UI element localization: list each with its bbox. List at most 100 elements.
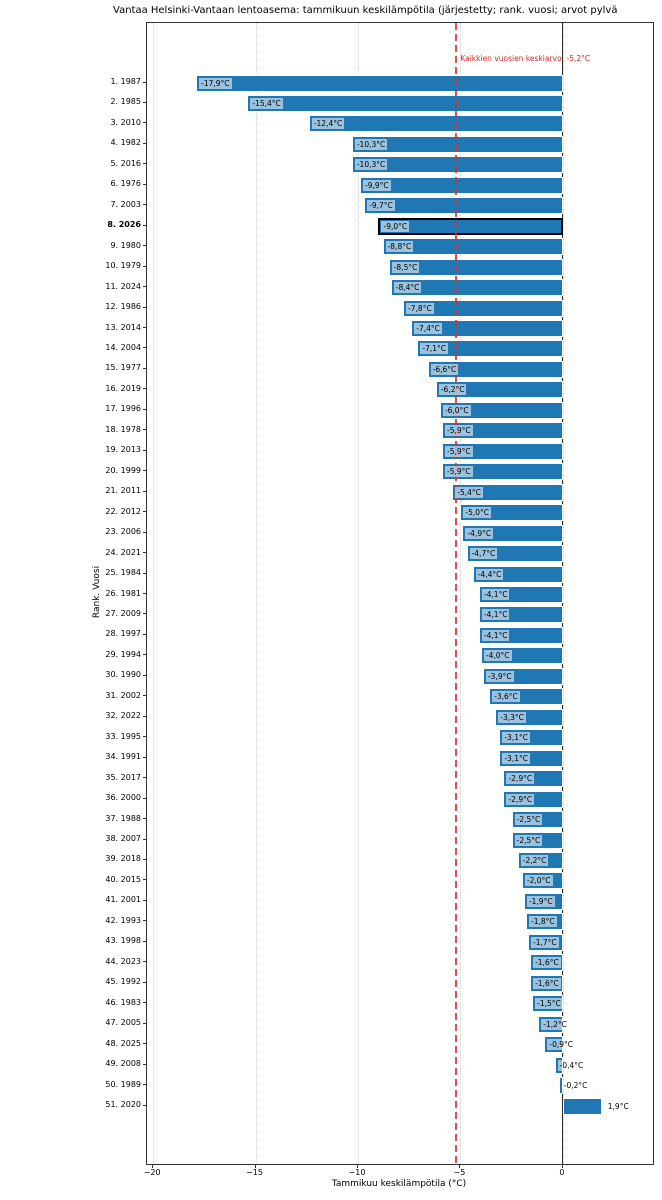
bar-value-label: -3,1°C [502, 752, 530, 764]
xtick-label-−15: −15 [246, 1168, 264, 1177]
bar-rank-17 [439, 401, 563, 419]
gridline [255, 23, 257, 1164]
ytick-label-44: 44. 2023 [105, 956, 141, 966]
ytick-mark [142, 899, 146, 901]
ytick-mark [142, 818, 146, 820]
gridline [460, 23, 462, 1164]
bar-rank-5 [351, 156, 563, 174]
bar-value-label: -4,0°C [483, 650, 512, 662]
bar-value-label: -2,0°C [524, 875, 553, 887]
bar-rank-4 [351, 135, 563, 153]
ytick-label-50: 50. 1989 [105, 1079, 141, 1089]
ytick-label-31: 31. 2002 [105, 690, 141, 700]
ytick-label-30: 30. 1990 [105, 670, 141, 680]
ytick-mark [142, 1084, 146, 1086]
ytick-label-49: 49. 2008 [105, 1059, 141, 1069]
ytick-mark [142, 920, 146, 922]
ytick-label-9: 9. 1980 [110, 240, 141, 250]
bar-value-label: -17,9°C [199, 77, 232, 89]
ytick-label-22: 22. 2012 [105, 506, 141, 516]
bar-value-label: -6,0°C [442, 404, 471, 416]
ytick-label-41: 41. 2001 [105, 895, 141, 905]
ytick-mark [142, 204, 146, 206]
bar-value-label: -0,9°C [547, 1039, 576, 1051]
ytick-label-42: 42. 1993 [105, 915, 141, 925]
bar-value-label: -4,1°C [481, 629, 510, 641]
bar-value-label: 1,9°C [605, 1100, 631, 1112]
bar-value-label: -4,1°C [481, 609, 510, 621]
ytick-mark [142, 633, 146, 635]
chart-title: Vantaa Helsinki-Vantaan lentoasema: tamm… [113, 5, 618, 16]
ytick-label-33: 33. 1995 [105, 731, 141, 741]
bar-value-label: -3,1°C [502, 732, 530, 744]
ytick-mark [142, 838, 146, 840]
ytick-label-37: 37. 1988 [105, 813, 141, 823]
ytick-label-6: 6. 1976 [110, 179, 141, 189]
ytick-mark [142, 961, 146, 963]
bar-value-label: -6,2°C [438, 384, 467, 396]
ytick-label-34: 34. 1991 [105, 752, 141, 762]
ytick-mark [142, 736, 146, 738]
ytick-mark [142, 552, 146, 554]
bar-value-label: -7,1°C [420, 343, 449, 355]
ytick-label-25: 25. 1984 [105, 568, 141, 578]
ytick-mark [142, 306, 146, 308]
bar-rank-1 [196, 74, 563, 92]
bar-rank-12 [403, 299, 563, 317]
ytick-label-32: 32. 2022 [105, 711, 141, 721]
bar-rank-15 [427, 360, 563, 378]
ytick-mark [142, 940, 146, 942]
ytick-mark [142, 327, 146, 329]
bar-value-label: -7,4°C [414, 323, 442, 335]
ytick-label-17: 17. 1996 [105, 404, 141, 414]
ytick-mark [142, 613, 146, 615]
ytick-label-12: 12. 1986 [105, 302, 141, 312]
bar-value-label: -3,6°C [492, 691, 520, 703]
ytick-mark [142, 265, 146, 267]
ytick-mark [142, 490, 146, 492]
ytick-label-15: 15. 1977 [105, 363, 141, 373]
ytick-mark [142, 777, 146, 779]
bar-value-label: -9,0°C [381, 220, 410, 232]
bar-value-label: -4,1°C [481, 589, 510, 600]
bar-value-label: -10,3°C [354, 159, 388, 171]
bar-value-label: -1,9°C [526, 895, 555, 907]
ytick-label-40: 40. 2015 [105, 874, 141, 884]
bar-value-label: -4,4°C [475, 568, 504, 580]
ytick-label-51: 51. 2020 [105, 1100, 141, 1109]
ytick-label-28: 28. 1997 [105, 629, 141, 639]
ytick-mark [142, 122, 146, 124]
ytick-label-7: 7. 2003 [110, 199, 141, 209]
ytick-mark [142, 674, 146, 676]
bar-value-label: -2,2°C [520, 854, 549, 866]
bar-rank-13 [411, 320, 563, 338]
ytick-mark [142, 101, 146, 103]
mean-line [455, 23, 458, 1164]
bar-rank-6 [360, 176, 563, 194]
ytick-mark [142, 388, 146, 390]
bar-rank-11 [390, 279, 563, 297]
xtick-mark [357, 1164, 358, 1168]
xtick-label-−5: −5 [453, 1168, 466, 1177]
ytick-label-8: 8. 2026 [107, 220, 141, 230]
zero-line [562, 23, 564, 1164]
ytick-label-16: 16. 2019 [105, 383, 141, 393]
ytick-label-36: 36. 2000 [105, 793, 141, 803]
ytick-label-26: 26. 1981 [105, 588, 141, 598]
ytick-mark [142, 429, 146, 431]
bar-value-label: -8,5°C [391, 261, 420, 273]
ytick-label-39: 39. 2018 [105, 854, 141, 864]
ytick-label-19: 19. 2013 [105, 445, 141, 455]
bar-value-label: -5,0°C [463, 507, 492, 519]
ytick-mark [142, 593, 146, 594]
ytick-label-3: 3. 2010 [110, 117, 141, 127]
ytick-mark [142, 858, 146, 860]
ytick-mark [142, 1022, 146, 1024]
bar-value-label: -15,4°C [250, 97, 283, 109]
ytick-label-5: 5. 2016 [110, 158, 141, 168]
ytick-label-11: 11. 2024 [105, 281, 141, 291]
bar-value-label: -1,7°C [531, 936, 559, 948]
ytick-mark [142, 449, 146, 451]
ytick-label-10: 10. 1979 [105, 261, 141, 271]
bar-value-label: -4,7°C [469, 548, 498, 560]
